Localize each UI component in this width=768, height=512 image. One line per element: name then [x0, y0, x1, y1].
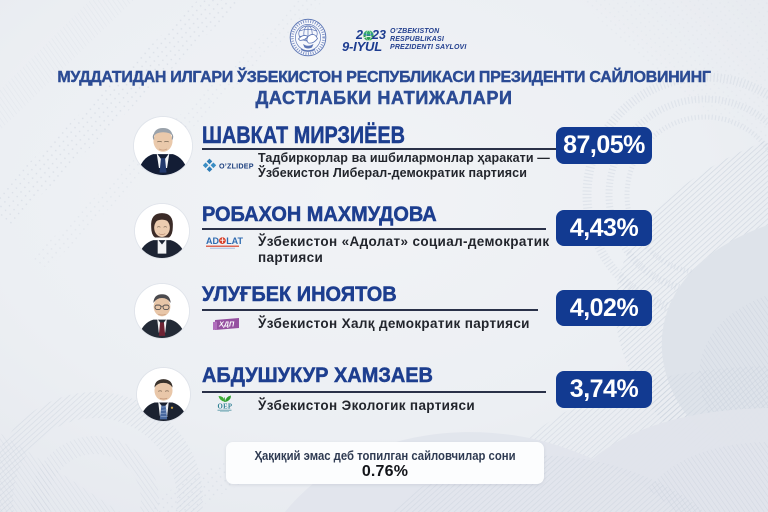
main-title-line2: ДАСТЛАБКИ НАТИЖАЛАРИ: [255, 88, 513, 109]
candidate-name: РОБАХОН МАХМУДОВА: [202, 202, 437, 226]
candidate-name: ШАВКАТ МИРЗИЁЕВ: [202, 121, 406, 149]
party-description: Ўзбекистон «Адолат» социал-демократик па…: [258, 234, 549, 266]
party-description: Ўзбекистон Халқ демократик партияси: [258, 316, 530, 332]
invalid-votes-box: Ҳақиқий эмас деб топилган сайловчилар со…: [226, 442, 544, 484]
candidate-photo-mirziyoyev: [134, 117, 192, 175]
party-line-2: Ўзбекистон Либерал-демократик партияси: [258, 165, 528, 180]
party-logo-oep: OEP: [215, 393, 234, 413]
percent-badge: 4,43%: [556, 210, 652, 246]
logo-year-right: 23: [372, 28, 386, 42]
divider-line: [202, 147, 556, 150]
party-logo-xdp-text: ХДП: [218, 319, 235, 328]
event-title-block: O’ZBEKISTON RESPUBLIKASI PREZIDENTI SAYL…: [390, 28, 540, 58]
main-title-line1: МУДДАТИДАН ИЛГАРИ ЎЗБЕКИСТОН РЕСПУБЛИКАС…: [57, 68, 711, 86]
logo-date: 9-IYUL: [342, 39, 382, 54]
party-logo-ozlidep: O’ZLIDEP: [203, 158, 258, 173]
candidate-name: УЛУҒБЕК ИНОЯТОВ: [202, 282, 397, 306]
percent-badge: 4,02%: [556, 290, 652, 326]
party-description: Ўзбекистон Экологик партияси: [258, 398, 475, 414]
event-line-2: RESPUBLIKASI: [390, 35, 444, 43]
party-logo-adolat-left: AD: [206, 236, 219, 246]
logo-2023-9-iyul: 2 23 9-IYUL: [342, 26, 390, 56]
event-line-1: O’ZBEKISTON: [390, 28, 440, 35]
party-logo-xdp: ХДП: [212, 317, 239, 330]
party-description: Тадбиркорлар ва ишбилармонлар ҳаракати —…: [258, 151, 550, 181]
candidate-photo-khamzaev: [137, 368, 190, 421]
party-line-1: Ўзбекистон «Адолат» социал-демократик: [258, 234, 550, 249]
election-commission-emblem: [289, 18, 327, 57]
candidate-name: АБДУШУКУР ХАМЗАЕВ: [202, 363, 433, 387]
percent-badge: 3,74%: [556, 371, 652, 408]
party-logo-oep-text: OEP: [218, 404, 233, 411]
party-logo-ozlidep-text: O’ZLIDEP: [219, 161, 254, 170]
divider-line: [202, 309, 538, 311]
logo-globe-icon: [362, 29, 374, 41]
divider-line: [202, 227, 546, 230]
percent-badge: 87,05%: [556, 127, 652, 164]
party-line-2: партияси: [258, 250, 324, 266]
candidate-photo-makhmudova: [135, 204, 189, 258]
party-line-1: Ўзбекистон Экологик партияси: [258, 397, 476, 413]
invalid-votes-label: Ҳақиқий эмас деб топилган сайловчилар со…: [254, 447, 516, 463]
divider-line: [202, 390, 546, 393]
logo-year-left: 2: [356, 28, 363, 42]
party-line-1: Ўзбекистон Халқ демократик партияси: [258, 315, 530, 331]
invalid-votes-value: 0.76%: [361, 463, 409, 480]
party-line-1: Тадбиркорлар ва ишбилармонлар ҳаракати —: [258, 150, 550, 165]
candidate-photo-inoyatov: [135, 284, 189, 338]
party-logo-adolat-right: LAT: [226, 236, 243, 246]
party-logo-adolat: AD LAT: [206, 236, 244, 250]
event-line-3: PREZIDENTI SAYLOVI: [390, 43, 467, 51]
